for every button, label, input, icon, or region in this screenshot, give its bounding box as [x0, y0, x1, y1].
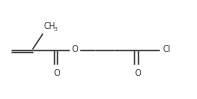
Text: O: O: [135, 69, 141, 79]
Text: Cl: Cl: [163, 45, 171, 54]
Text: 3: 3: [53, 27, 57, 32]
Text: O: O: [72, 45, 78, 54]
Polygon shape: [70, 46, 79, 53]
Polygon shape: [52, 65, 62, 72]
Polygon shape: [133, 65, 143, 72]
Text: O: O: [54, 69, 60, 79]
Text: CH: CH: [44, 22, 56, 31]
Polygon shape: [160, 46, 173, 53]
